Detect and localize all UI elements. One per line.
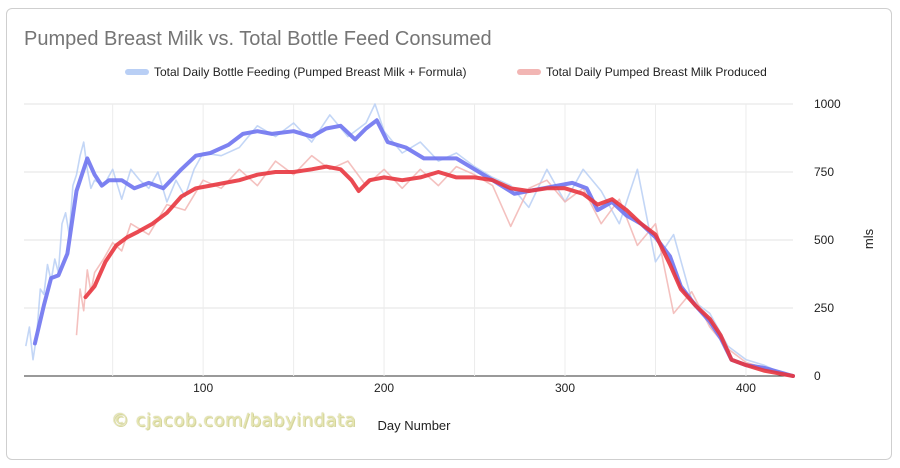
chart-frame (6, 8, 892, 460)
smoothed-series-line-1 (32, 118, 795, 378)
tick-labels: 0 250 500 750 1000 100 200 300 400 (193, 97, 841, 395)
raw-series-line-2 (75, 154, 794, 377)
legend-label-1: Total Daily Bottle Feeding (Pumped Breas… (154, 65, 466, 79)
y-axis-label: mls (861, 228, 876, 249)
x-tick-label: 300 (555, 381, 575, 395)
y-tick-label: 1000 (814, 97, 841, 111)
chart-title: Pumped Breast Milk vs. Total Bottle Feed… (24, 28, 492, 50)
smoothed-series-line-2 (83, 164, 795, 378)
y-tick-label: 0 (814, 369, 821, 383)
x-tick-label: 200 (374, 381, 394, 395)
x-axis-label: Day Number (378, 418, 452, 433)
smoothed-series-group (32, 118, 795, 378)
raw-series-group (25, 103, 794, 377)
legend-label-2: Total Daily Pumped Breast Milk Produced (546, 65, 767, 79)
y-tick-label: 750 (814, 165, 834, 179)
legend: Total Daily Bottle Feeding (Pumped Breas… (125, 65, 767, 79)
x-tick-label: 400 (736, 381, 756, 395)
x-tick-label: 100 (193, 381, 213, 395)
grid-lines (24, 103, 793, 377)
y-tick-label: 500 (814, 233, 834, 247)
y-tick-label: 250 (814, 301, 834, 315)
raw-series-line-1 (25, 103, 794, 377)
watermark: © cjacob.com/babyindata (111, 410, 357, 431)
